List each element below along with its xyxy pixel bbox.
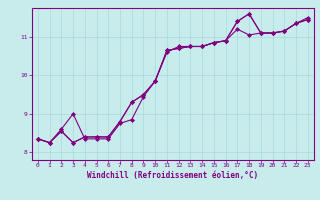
X-axis label: Windchill (Refroidissement éolien,°C): Windchill (Refroidissement éolien,°C) <box>87 171 258 180</box>
